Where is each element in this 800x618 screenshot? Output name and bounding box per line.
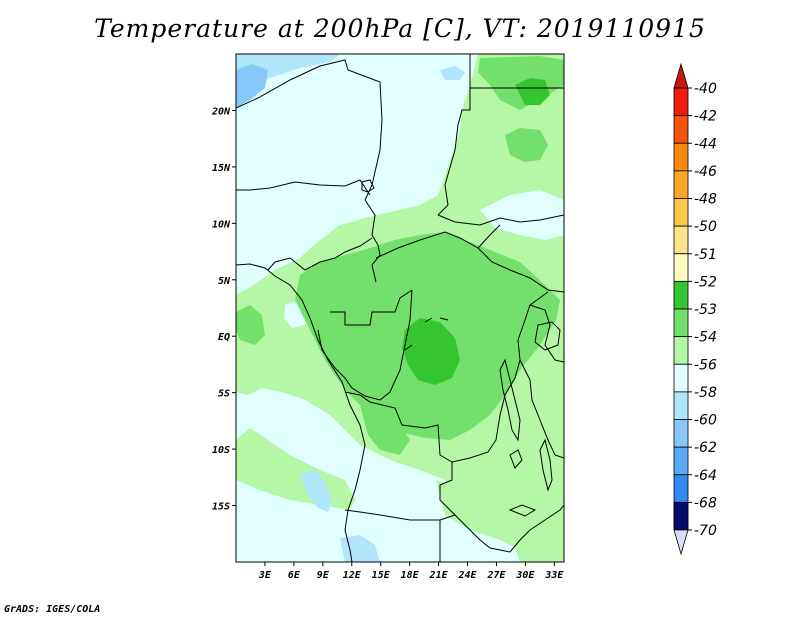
x-tick-label: 9E	[317, 570, 330, 581]
x-tick-label: 30E	[515, 570, 535, 581]
field-region-56-northeast	[480, 190, 564, 240]
border-tanzania	[519, 359, 564, 459]
field-region-53-south	[360, 405, 410, 455]
y-tick-label: 5S	[218, 389, 230, 400]
field-region-58-northwest	[236, 54, 340, 96]
colorbar-segment	[673, 87, 689, 117]
border-zambia-moz	[509, 504, 564, 553]
border-nigeria-cameroon	[267, 237, 373, 271]
colorbar: -40 -42 -44 -46 -48 -50 -51 -52 -53 -54 -56 -58 -60 -…	[673, 62, 717, 556]
border-angola-zambia	[439, 462, 511, 553]
x-tick-label: 21E	[429, 570, 449, 581]
colorbar-label: -54	[694, 330, 717, 346]
colorbar-label: -56	[694, 357, 717, 373]
colorbar-label: -44	[694, 136, 717, 152]
river-congo-segments	[404, 317, 449, 351]
lake-kivu	[509, 449, 523, 469]
border-chad-niger	[364, 199, 381, 283]
colorbar-label: -51	[694, 247, 717, 263]
colorbar-segment	[673, 474, 689, 503]
colorbar-segment	[673, 170, 689, 199]
colorbar-segment	[673, 391, 689, 420]
colorbar-label: -62	[694, 440, 717, 456]
colorbar-segment	[673, 253, 689, 282]
colorbar-top-arrow	[673, 62, 689, 89]
border-north-africa	[236, 59, 383, 201]
colorbar-label: -50	[694, 219, 717, 235]
y-tick-label: 20N	[211, 106, 231, 117]
lake-chad	[361, 179, 375, 193]
colorbar-label: -46	[694, 164, 717, 180]
colorbar-segment	[673, 308, 689, 338]
colorbar-segment	[673, 225, 689, 255]
x-tick-label: 12E	[343, 570, 362, 581]
border-niger-nigeria	[236, 179, 371, 196]
y-tick-label: EQ	[218, 332, 230, 343]
colorbar-label: -52	[694, 274, 717, 290]
y-axis: 20N 15N 10N 5N EQ 5S 10S 15S	[211, 106, 236, 513]
border-drc-east	[517, 291, 549, 361]
border-car-ssudan	[477, 224, 501, 249]
field-region-58-northeast	[440, 66, 465, 80]
border-drc-south	[344, 359, 521, 463]
colorbar-label: -60	[694, 413, 717, 429]
border-sudan-ssudan	[437, 214, 564, 226]
x-tick-label: 6E	[288, 570, 301, 581]
field-region-60-northwest	[236, 64, 268, 108]
colorbar-label: -53	[694, 302, 717, 318]
x-tick-label: 15E	[372, 570, 391, 581]
x-tick-label: 18E	[401, 570, 420, 581]
colorbar-label: -40	[694, 81, 717, 97]
field-region-58-south	[340, 535, 380, 562]
colorbar-segment	[673, 142, 689, 172]
field-region-58-southwest	[300, 470, 332, 512]
field-region-53-north-east	[505, 128, 548, 162]
y-tick-label: 10N	[212, 219, 231, 230]
colorbar-segment	[673, 198, 689, 227]
y-tick-label: 15N	[212, 163, 231, 174]
colorbar-segment	[673, 280, 689, 310]
colorbar-label: -58	[694, 385, 717, 401]
y-tick-label: 10S	[212, 445, 230, 456]
border-southwest-coast	[309, 317, 366, 562]
colorbar-label: -48	[694, 192, 717, 208]
y-tick-label: 15S	[212, 502, 230, 513]
lake-victoria	[534, 321, 561, 351]
x-tick-label: 24E	[457, 570, 477, 581]
colorbar-segment	[673, 419, 689, 448]
field-region-52-core	[402, 318, 460, 385]
border-congo-drc	[317, 289, 413, 401]
colorbar-label: -70	[694, 523, 717, 539]
lake-malawi	[539, 438, 553, 492]
colorbar-segment	[673, 336, 689, 365]
border-gabon-congo	[330, 289, 413, 326]
x-axis: 3E 6E 9E 12E 15E 18E 21E 24E 27E 30E 33E	[258, 562, 564, 581]
temperature-field	[236, 54, 564, 562]
colorbar-segment	[673, 115, 689, 144]
colorbar-segment	[673, 363, 689, 393]
y-tick-label: 5N	[218, 276, 231, 287]
x-tick-label: 33E	[544, 570, 564, 581]
x-tick-label: 27E	[486, 570, 506, 581]
country-borders	[236, 54, 564, 562]
border-west-coast	[236, 263, 311, 319]
map-frame	[235, 53, 565, 563]
field-region-53-west	[236, 305, 265, 345]
field-region-52-north	[515, 78, 550, 105]
colorbar-label: -68	[694, 495, 717, 511]
colorbar-label: -42	[694, 109, 717, 125]
border-angola-namibia	[344, 509, 456, 521]
colorbar-bottom-segment	[673, 501, 689, 531]
map-title: Temperature at 200hPa [C], VT: 201911091…	[94, 14, 706, 43]
lake-tanganyika	[499, 358, 521, 442]
x-tick-label: 3E	[258, 570, 272, 581]
border-uganda-kenya	[529, 304, 564, 363]
colorbar-segment	[673, 446, 689, 476]
lake-kariba	[508, 504, 537, 517]
grads-credit: GrADS: IGES/COLA	[4, 604, 101, 615]
colorbar-bottom-arrow	[673, 529, 689, 556]
border-sudan-libya	[437, 54, 471, 216]
colorbar-label: -64	[694, 468, 717, 484]
